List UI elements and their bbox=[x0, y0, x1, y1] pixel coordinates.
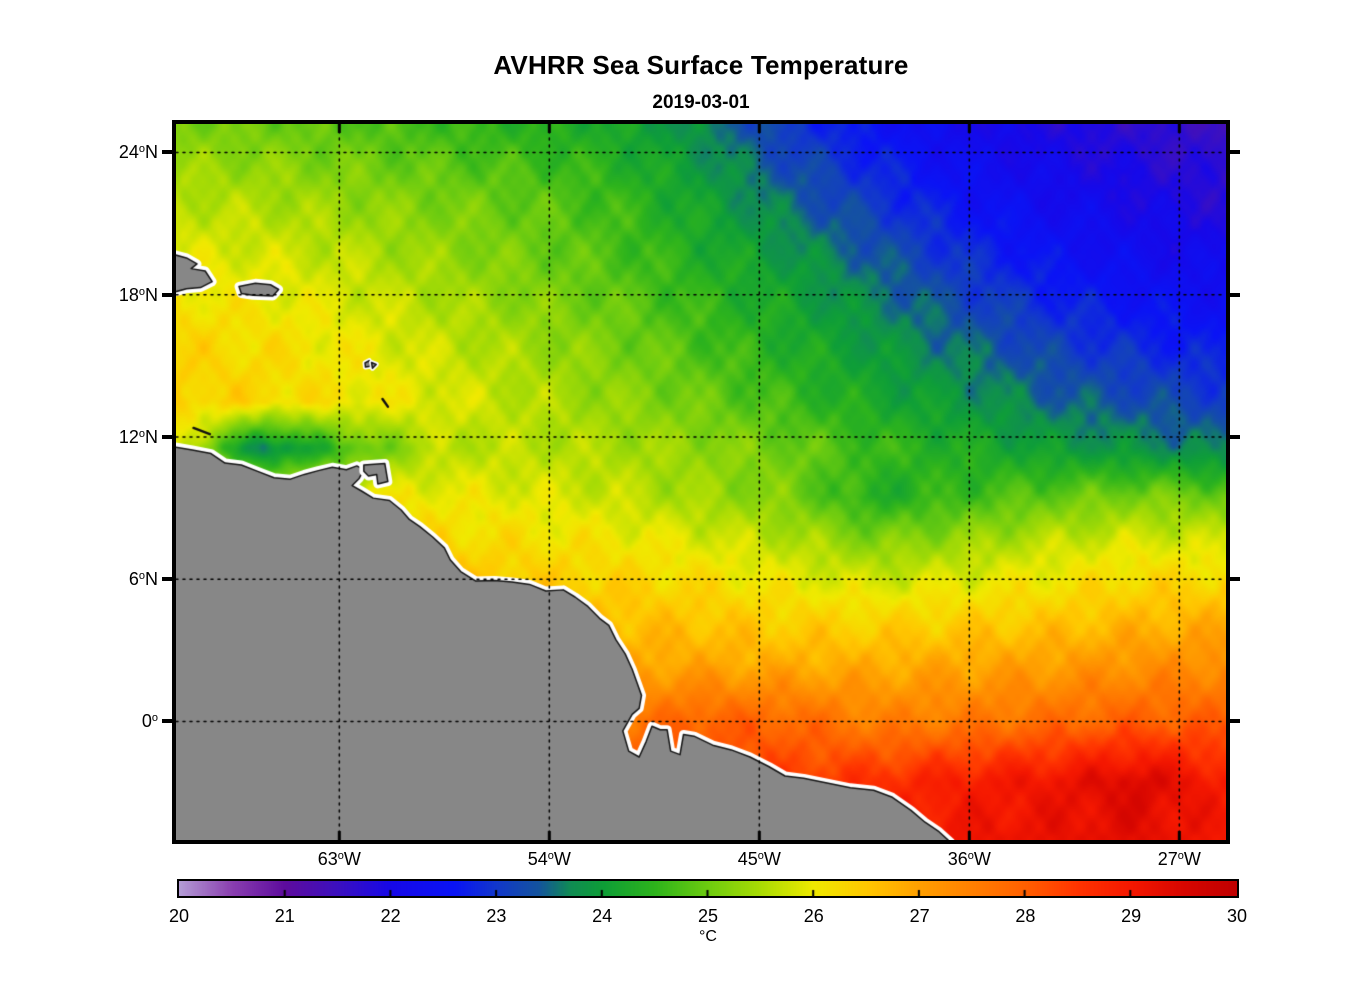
colorbar-tick-label-20: 20 bbox=[168, 906, 190, 926]
lat-tickmark bbox=[162, 577, 172, 582]
degree-superscript: o bbox=[547, 850, 554, 862]
lon-tick-label-63W: 63oW bbox=[317, 849, 361, 869]
degree-superscript: o bbox=[138, 427, 145, 440]
degree-superscript: o bbox=[1177, 850, 1184, 862]
lon-tick-label-45W: 45oW bbox=[737, 849, 781, 869]
degree-superscript: o bbox=[337, 850, 344, 862]
colorbar-unit-label: °C bbox=[699, 928, 717, 945]
colorbar-tick-label-25: 25 bbox=[697, 906, 719, 926]
colorbar-tick-label-21: 21 bbox=[274, 906, 295, 926]
degree-superscript: o bbox=[757, 850, 764, 862]
colorbar-canvas bbox=[179, 881, 1237, 896]
lon-tick-label-27W: 27oW bbox=[1157, 849, 1201, 869]
lat-tick-label-12N: 12oN bbox=[118, 426, 158, 447]
lat-tickmark bbox=[162, 434, 172, 439]
lat-tickmark bbox=[1230, 150, 1240, 155]
colorbar-tick-label-26: 26 bbox=[803, 906, 824, 926]
figure-date: 2019-03-01 bbox=[652, 92, 750, 113]
lat-tick-label-18N: 18oN bbox=[118, 284, 158, 305]
colorbar-tick-label-24: 24 bbox=[592, 906, 613, 926]
lat-tickmark bbox=[1230, 434, 1240, 439]
sst-heatmap-canvas bbox=[176, 124, 1226, 840]
colorbar-tick-label-28: 28 bbox=[1015, 906, 1036, 926]
lat-tick-label-6N: 6oN bbox=[128, 569, 158, 590]
colorbar-tick-label-23: 23 bbox=[486, 906, 507, 926]
colorbar-tick-label-22: 22 bbox=[380, 906, 401, 926]
degree-superscript: o bbox=[138, 143, 145, 156]
colorbar-tick-label-27: 27 bbox=[909, 906, 930, 926]
degree-superscript: o bbox=[151, 712, 158, 725]
colorbar bbox=[177, 879, 1239, 898]
lat-tick-label-0: 0o bbox=[141, 711, 158, 732]
degree-superscript: o bbox=[967, 850, 974, 862]
lon-tick-label-54W: 54oW bbox=[527, 849, 571, 869]
colorbar-tick-label-29: 29 bbox=[1121, 906, 1142, 926]
lat-tick-label-24N: 24oN bbox=[118, 142, 158, 163]
lat-tickmark bbox=[162, 292, 172, 297]
colorbar-tick-label-30: 30 bbox=[1226, 906, 1248, 926]
degree-superscript: o bbox=[138, 285, 145, 298]
lat-tickmark bbox=[1230, 577, 1240, 582]
lat-tickmark bbox=[1230, 292, 1240, 297]
lat-tickmark bbox=[1230, 719, 1240, 724]
map-plot-area bbox=[172, 120, 1230, 844]
lat-tickmark bbox=[162, 719, 172, 724]
lon-tick-label-36W: 36oW bbox=[947, 849, 991, 869]
lat-tickmark bbox=[162, 150, 172, 155]
figure-title: AVHRR Sea Surface Temperature bbox=[493, 50, 909, 80]
degree-superscript: o bbox=[138, 570, 145, 583]
